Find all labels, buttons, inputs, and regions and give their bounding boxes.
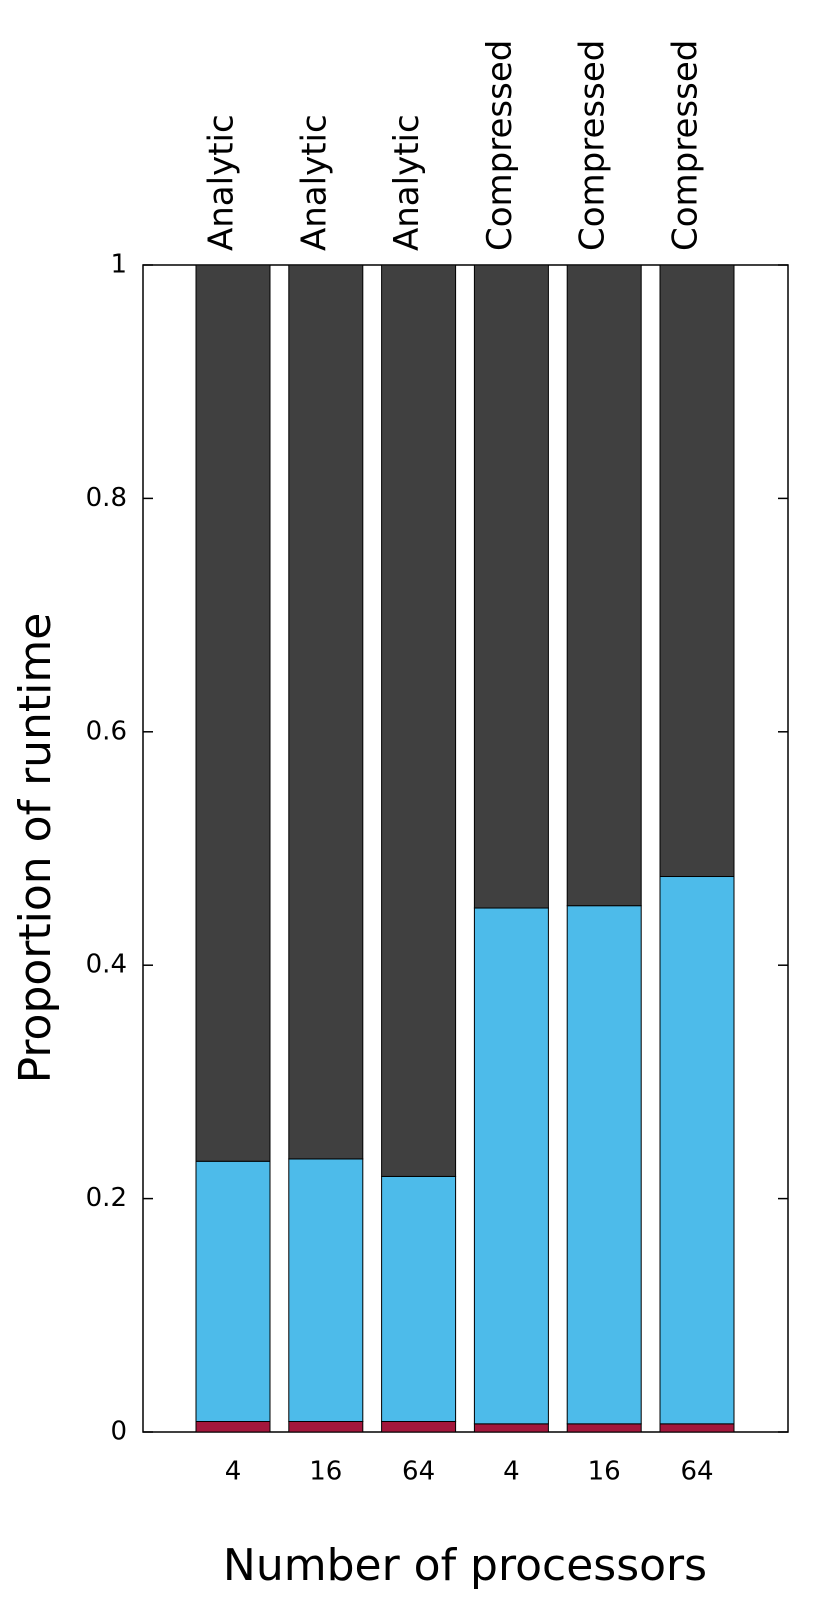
bar-segment xyxy=(659,1423,735,1433)
x-tick-label: 64 xyxy=(680,1457,713,1487)
plot-frame xyxy=(142,264,789,1433)
group-label: Compressed xyxy=(480,40,520,251)
bar-segment xyxy=(195,1160,271,1422)
group-label: Compressed xyxy=(573,40,613,251)
bar-segment xyxy=(659,264,735,878)
bar-segment xyxy=(288,1420,364,1433)
x-tick-label: 4 xyxy=(503,1457,520,1487)
group-label: Analytic xyxy=(294,114,334,251)
bar-segment xyxy=(566,905,642,1425)
y-tick-label: 0.8 xyxy=(86,483,127,513)
x-axis-label: Number of processors xyxy=(223,1540,707,1591)
bar-segment xyxy=(381,1175,457,1422)
y-tick-label: 0.6 xyxy=(86,716,127,746)
bar-segment xyxy=(566,1423,642,1433)
x-tick-label: 16 xyxy=(588,1457,621,1487)
group-label: Compressed xyxy=(666,40,706,251)
y-tick-label: 0 xyxy=(110,1417,127,1447)
x-tick-label: 64 xyxy=(402,1457,435,1487)
x-tick-label: 16 xyxy=(309,1457,342,1487)
bar-segment xyxy=(381,264,457,1177)
bar-segment xyxy=(566,264,642,907)
y-axis-label: Proportion of runtime xyxy=(10,613,61,1084)
bar-segment xyxy=(288,264,364,1160)
bar-segment xyxy=(473,907,549,1425)
bar-segment xyxy=(473,264,549,909)
x-tick-label: 4 xyxy=(225,1457,242,1487)
bar-segment xyxy=(473,1423,549,1433)
bar-segment xyxy=(288,1158,364,1422)
y-tick-label: 0.4 xyxy=(86,950,127,980)
y-tick-label: 0.2 xyxy=(86,1183,127,1213)
group-label: Analytic xyxy=(202,114,242,251)
y-tick-label: 1 xyxy=(110,250,127,280)
bar-segment xyxy=(195,1420,271,1433)
bar-segment xyxy=(195,264,271,1162)
group-label: Analytic xyxy=(387,114,427,251)
bar-segment xyxy=(381,1420,457,1433)
bar-segment xyxy=(659,876,735,1425)
